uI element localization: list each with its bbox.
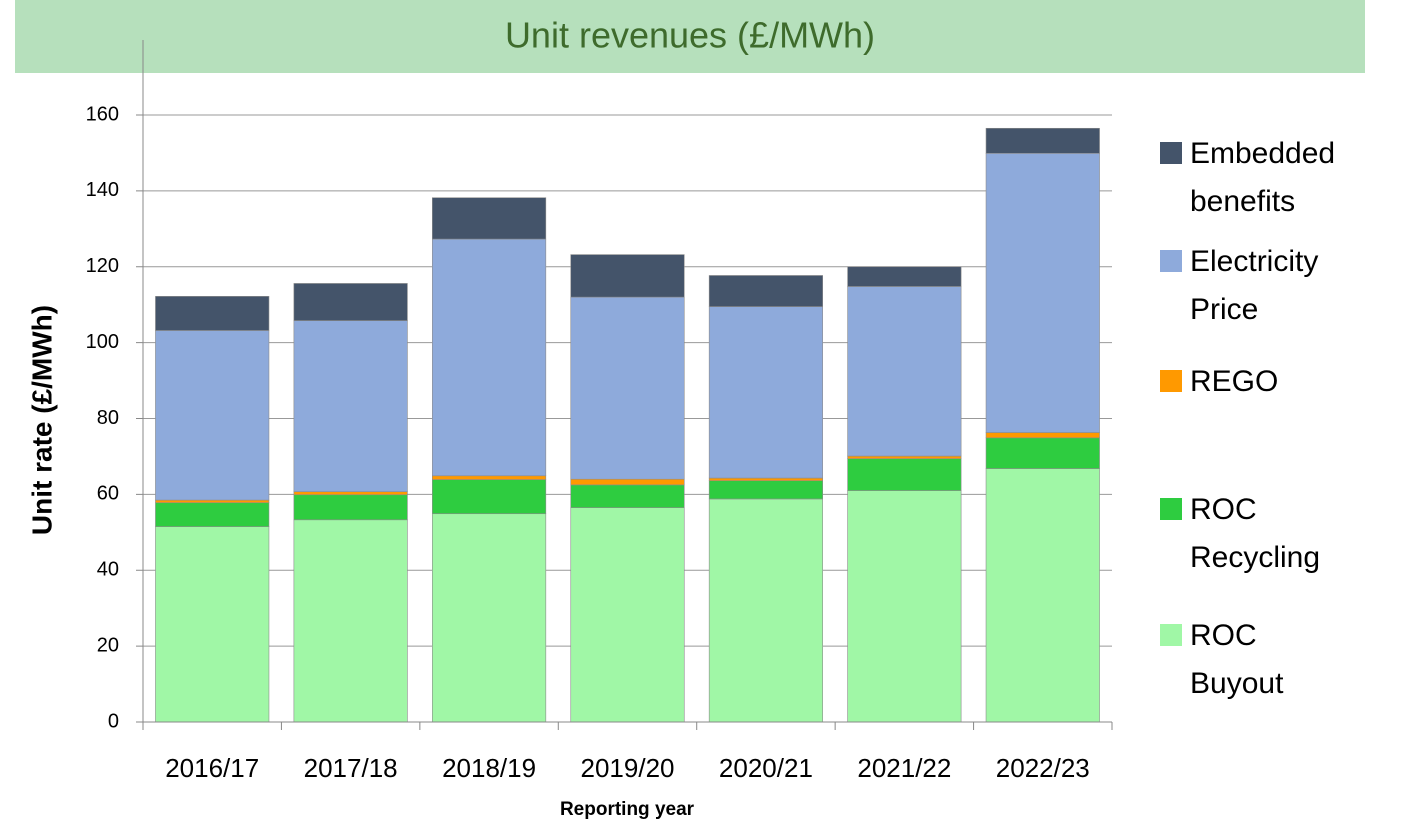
legend-swatch [1160,370,1182,392]
title-banner [15,0,1365,73]
legend-label: ROC Recycling [1190,493,1321,574]
bar-segment [708,498,823,723]
y-tick-label: 140 [86,179,119,201]
x-tick-label: 2020/21 [719,753,813,783]
bar-segment [985,153,1100,433]
bar-segment [847,458,962,491]
bar-segment [432,475,547,480]
x-tick-label: 2017/18 [304,753,398,783]
legend-label: ROC Buyout [1190,619,1284,700]
y-tick-label: 100 [86,331,119,353]
chart-title: Unit revenues (£/MWh) [505,15,875,56]
bar-segment [570,478,685,486]
bar-segment [293,519,408,723]
legend-label: REGO [1190,365,1279,398]
bar-segment [847,455,962,460]
bar-segment [155,296,270,331]
bar-segment [432,513,547,723]
x-tick-label: 2022/23 [996,753,1090,783]
legend-label: Electricity Price [1190,245,1319,326]
x-tick-label: 2016/17 [165,753,259,783]
legend-swatch [1160,142,1182,164]
bar-segment [293,491,408,496]
bar-segment [985,437,1100,469]
x-tick-label: 2018/19 [442,753,536,783]
bar-segment [985,127,1100,154]
bar-segment [570,254,685,298]
bar-segment [708,275,823,307]
legend-swatch [1160,250,1182,272]
bar-segment [432,479,547,515]
bar-segment [155,502,270,527]
x-tick-label: 2019/20 [581,753,675,783]
y-tick-label: 80 [97,407,119,429]
bar-segment [708,480,823,500]
bar-segment [985,432,1100,439]
y-tick-label: 60 [97,483,119,505]
y-tick-label: 120 [86,255,119,277]
legend-label: Embedded benefits [1190,137,1336,218]
bar-segment [293,494,408,521]
bar-segment [293,283,408,321]
legend-swatch [1160,624,1182,646]
bar-segment [847,266,962,287]
bar-segment [155,330,270,501]
y-tick-label: 20 [97,634,119,656]
bar-segment [570,296,685,480]
bar-segment [155,499,270,504]
y-tick-label: 160 [86,103,119,125]
bar-segment [708,306,823,479]
x-tick-label: 2021/22 [857,753,951,783]
bar-segment [293,320,408,493]
bar-segment [432,197,547,240]
legend-swatch [1160,498,1182,520]
bar-segment [155,526,270,723]
bar-segment [432,238,547,477]
bar-segment [985,468,1100,723]
bar-segment [570,507,685,723]
y-tick-label: 0 [108,710,119,732]
bar-segment [847,286,962,457]
bar-segment [847,490,962,723]
bar-segment [708,477,823,482]
y-tick-label: 40 [97,559,119,581]
y-axis-title: Unit rate (£/MWh) [26,305,57,535]
x-axis-title: Reporting year [560,799,695,820]
bar-segment [570,484,685,508]
